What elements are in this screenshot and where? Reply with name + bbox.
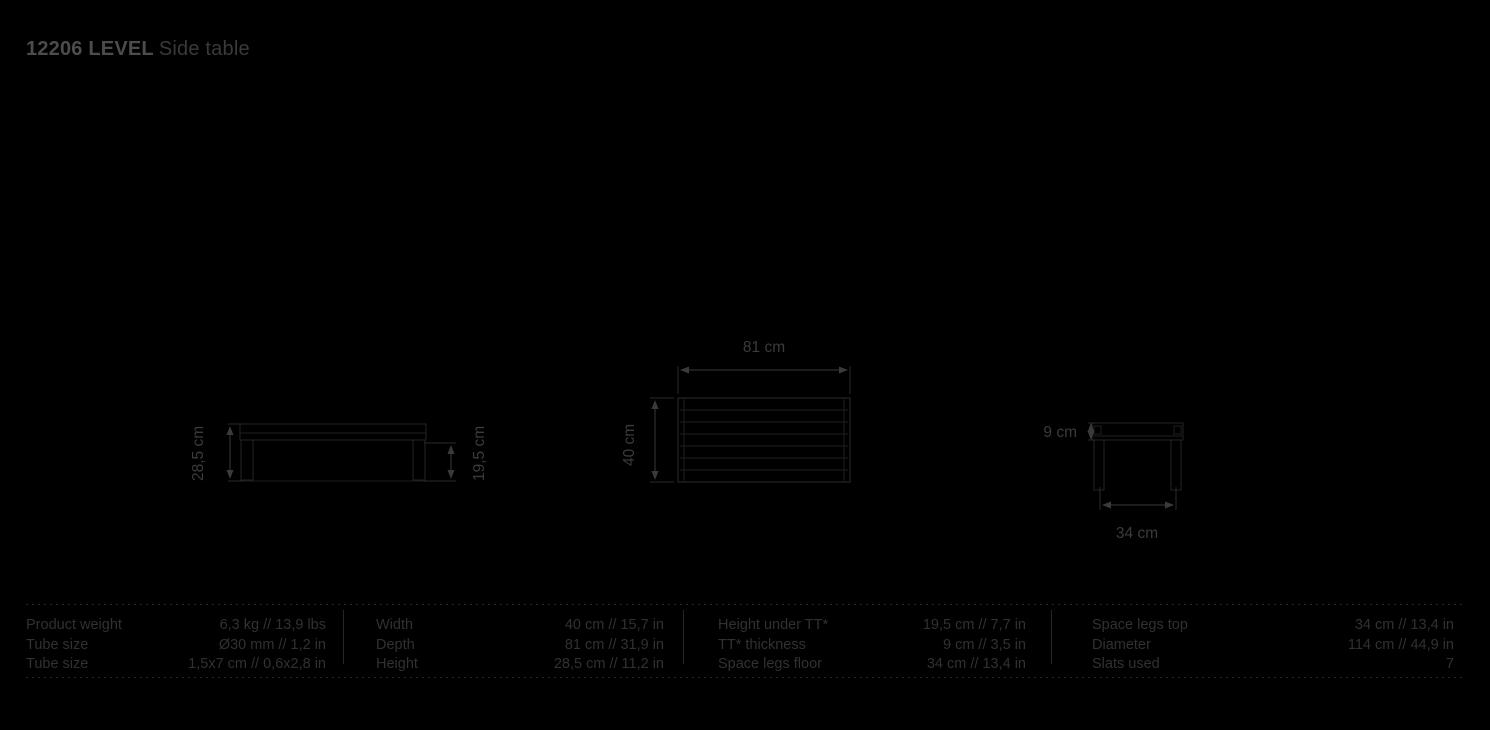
spec-label: Space legs top bbox=[1092, 617, 1188, 633]
spec-value: 34 cm // 13,4 in bbox=[926, 656, 1026, 672]
spec-row: Tube size Ø30 mm // 1,2 in bbox=[26, 636, 360, 656]
technical-drawings: 28,5 cm 19,5 cm 81 cm 40 cm bbox=[190, 339, 1184, 542]
spec-row: Product weight 6,3 kg // 13,9 lbs bbox=[26, 616, 360, 636]
spec-value: 1,5x7 cm // 0,6x2,8 in bbox=[188, 656, 326, 672]
slat-lines bbox=[680, 409, 848, 471]
side-elevation-drawing: 28,5 cm 19,5 cm bbox=[190, 423, 488, 482]
spec-column-1: Width 40 cm // 15,7 in Depth 81 cm // 31… bbox=[360, 610, 700, 675]
spec-label: TT* thickness bbox=[718, 636, 806, 653]
spec-label: Slats used bbox=[1092, 656, 1160, 672]
table-rule-top bbox=[26, 604, 1464, 605]
column-divider bbox=[683, 610, 684, 664]
spec-label: Height bbox=[376, 656, 418, 672]
spec-column-2: Height under TT* 19,5 cm // 7,7 in TT* t… bbox=[700, 610, 1068, 675]
spec-row: TT* thickness 9 cm // 3,5 in bbox=[700, 636, 1068, 656]
spec-value: 81 cm // 31,9 in bbox=[564, 636, 664, 653]
spec-row: Width 40 cm // 15,7 in bbox=[360, 616, 700, 636]
spec-column-3: Space legs top 34 cm // 13,4 in Diameter… bbox=[1068, 616, 1464, 675]
spec-value: 114 cm // 44,9 in bbox=[1347, 636, 1454, 653]
spec-label: Product weight bbox=[26, 617, 122, 633]
page-title: 12206 LEVEL Side table bbox=[26, 38, 250, 61]
spec-value: 9 cm // 3,5 in bbox=[942, 636, 1026, 653]
spec-value: 19,5 cm // 7,7 in bbox=[922, 617, 1026, 633]
column-divider bbox=[343, 610, 344, 664]
spec-label: Tube size bbox=[26, 656, 89, 672]
spec-row: Height 28,5 cm // 11,2 in bbox=[360, 655, 700, 675]
dim-label-depth: 40 cm bbox=[621, 424, 638, 466]
spec-row: Tube size 1,5x7 cm // 0,6x2,8 in bbox=[26, 655, 360, 675]
spec-row: Diameter 114 cm // 44,9 in bbox=[1068, 636, 1464, 656]
product-name: Side table bbox=[158, 38, 250, 60]
spec-row: Space legs floor 34 cm // 13,4 in bbox=[700, 655, 1068, 675]
spec-label: Depth bbox=[376, 636, 415, 653]
dim-label-top-thickness: 9 cm bbox=[1043, 424, 1077, 441]
spec-value: Ø30 mm // 1,2 in bbox=[218, 636, 326, 653]
spec-row: Height under TT* 19,5 cm // 7,7 in bbox=[700, 616, 1068, 636]
dim-label-height-under-top: 19,5 cm bbox=[471, 426, 488, 481]
dim-label-leg-span: 34 cm bbox=[1116, 525, 1158, 542]
specification-table: Product weight 6,3 kg // 13,9 lbs Tube s… bbox=[26, 604, 1464, 678]
table-rule-bottom bbox=[26, 677, 1464, 678]
spec-value: 6,3 kg // 13,9 lbs bbox=[219, 617, 326, 633]
dim-label-total-height: 28,5 cm bbox=[190, 426, 207, 481]
spec-value: 28,5 cm // 11,2 in bbox=[553, 656, 664, 672]
column-divider bbox=[1051, 610, 1052, 664]
spec-column-0: Product weight 6,3 kg // 13,9 lbs Tube s… bbox=[26, 610, 360, 675]
spec-value: 34 cm // 13,4 in bbox=[1354, 617, 1454, 633]
spec-label: Space legs floor bbox=[718, 656, 822, 672]
front-elevation-drawing: 9 cm 34 cm bbox=[1043, 422, 1184, 542]
spec-row: Space legs top 34 cm // 13,4 in bbox=[1068, 616, 1464, 636]
spec-value: 40 cm // 15,7 in bbox=[564, 617, 664, 633]
product-code: 12206 LEVEL bbox=[26, 38, 154, 60]
spec-row: Slats used 7 bbox=[1068, 655, 1464, 675]
spec-value: 7 bbox=[1445, 656, 1454, 672]
spec-label: Tube size bbox=[26, 636, 89, 653]
spec-label: Diameter bbox=[1092, 636, 1151, 653]
spec-label: Height under TT* bbox=[718, 617, 829, 633]
dim-label-width: 81 cm bbox=[743, 339, 785, 356]
top-plan-drawing: 81 cm 40 cm bbox=[621, 339, 851, 483]
spec-label: Width bbox=[376, 617, 414, 633]
spec-row: Depth 81 cm // 31,9 in bbox=[360, 636, 700, 656]
